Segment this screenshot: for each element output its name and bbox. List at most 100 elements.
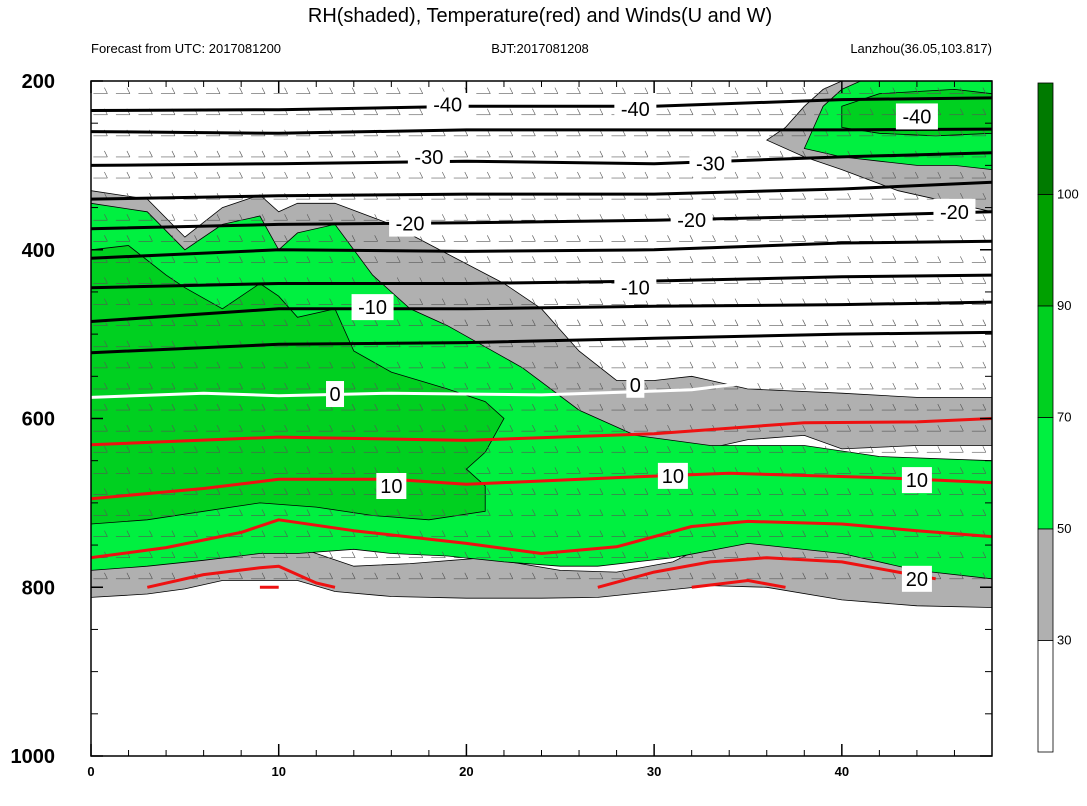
wind-barb-flag bbox=[509, 87, 514, 94]
wind-barb-flag bbox=[487, 382, 491, 390]
wind-barb-flag bbox=[577, 551, 581, 558]
wind-barb-flag bbox=[284, 572, 288, 579]
wind-barb-flag bbox=[464, 171, 469, 179]
wind-barb-flag bbox=[554, 488, 559, 495]
y-tick-label-3: 800 bbox=[22, 577, 55, 599]
wind-barb-flag bbox=[149, 256, 153, 263]
wind-barb-flag bbox=[869, 382, 874, 390]
wind-barb-flag bbox=[779, 171, 784, 179]
wind-barb-flag bbox=[599, 509, 604, 516]
wind-barb-flag bbox=[171, 530, 176, 537]
wind-barb-flag bbox=[824, 467, 829, 474]
contour-label-10: 0 bbox=[329, 384, 340, 406]
wind-barb-flag bbox=[734, 361, 739, 369]
wind-barb-flag bbox=[960, 488, 964, 495]
wind-barb-flag bbox=[960, 361, 964, 369]
chart-title: RH(shaded), Temperature(red) and Winds(U… bbox=[308, 5, 772, 27]
wind-barb-flag bbox=[982, 256, 987, 263]
wind-barb-flag bbox=[104, 467, 108, 474]
wind-barb-flag bbox=[487, 425, 491, 432]
wind-barb-flag bbox=[396, 319, 401, 326]
wind-barb-flag bbox=[937, 509, 942, 516]
wind-barb-flag bbox=[351, 551, 356, 558]
wind-barb-flag bbox=[667, 319, 671, 326]
wind-barb-flag bbox=[374, 214, 378, 221]
wind-barb-flag bbox=[892, 425, 897, 432]
wind-barb-flag bbox=[622, 530, 626, 537]
wind-barb-flag bbox=[712, 319, 716, 326]
wind-barb-flag bbox=[644, 509, 649, 516]
wind-barb-flag bbox=[644, 467, 649, 474]
wind-barb-flag bbox=[689, 572, 694, 579]
wind-barb-flag bbox=[982, 488, 987, 495]
wind-barb-flag bbox=[757, 403, 761, 411]
wind-barb-flag bbox=[554, 214, 559, 221]
wind-barb-flag bbox=[599, 256, 604, 263]
wind-barb-flag bbox=[644, 446, 649, 453]
wind-barb-flag bbox=[869, 467, 874, 474]
wind-barb-flag bbox=[306, 382, 311, 390]
temperature-contour-5 bbox=[91, 239, 992, 260]
wind-barb-flag bbox=[622, 488, 626, 495]
wind-barb-flag bbox=[532, 572, 536, 579]
wind-barb-flag bbox=[757, 572, 761, 579]
wind-barb-flag bbox=[712, 298, 716, 305]
wind-barb-flag bbox=[216, 488, 221, 495]
wind-barb-flag bbox=[194, 509, 198, 516]
wind-barb-flag bbox=[374, 425, 378, 432]
wind-barb-flag bbox=[712, 488, 716, 495]
wind-barb-flag bbox=[577, 319, 581, 326]
wind-barb-flag bbox=[126, 488, 131, 495]
wind-barb-flag bbox=[599, 87, 604, 94]
wind-barb-flag bbox=[419, 509, 424, 516]
wind-barb-flag bbox=[149, 319, 153, 326]
wind-barb-flag bbox=[644, 382, 649, 390]
wind-barb-flag bbox=[126, 277, 131, 284]
wind-barb-flag bbox=[216, 403, 221, 411]
wind-barb-flag bbox=[419, 403, 424, 411]
wind-barb-flag bbox=[126, 467, 131, 474]
wind-barb-flag bbox=[329, 425, 333, 432]
wind-barb-flag bbox=[960, 319, 964, 326]
wind-barb-flag bbox=[802, 382, 806, 390]
wind-barb-flag bbox=[892, 361, 897, 369]
colorbar-label-1: 90 bbox=[1057, 298, 1071, 313]
contour-label-13: 10 bbox=[662, 466, 684, 488]
wind-barb-flag bbox=[216, 551, 221, 558]
wind-barb-flag bbox=[261, 382, 266, 390]
wind-barb-flag bbox=[779, 150, 784, 158]
wind-barb-flag bbox=[464, 150, 469, 158]
wind-barb-flag bbox=[104, 446, 108, 453]
wind-barb-flag bbox=[824, 361, 829, 369]
wind-barb-flag bbox=[329, 488, 333, 495]
wind-barb-flag bbox=[171, 150, 176, 158]
wind-barb-flag bbox=[171, 235, 176, 242]
wind-barb-flag bbox=[509, 509, 514, 516]
wind-barb-flag bbox=[892, 509, 897, 516]
wind-barb-flag bbox=[171, 87, 176, 94]
wind-barb-flag bbox=[104, 488, 108, 495]
wind-barb-flag bbox=[734, 298, 739, 305]
wind-barb-flag bbox=[960, 382, 964, 390]
wind-barb-flag bbox=[960, 277, 964, 284]
wind-barb-flag bbox=[622, 340, 626, 347]
wind-barb-flag bbox=[779, 235, 784, 242]
wind-barb-flag bbox=[284, 446, 288, 453]
wind-barb-flag bbox=[802, 403, 806, 411]
wind-barb-flag bbox=[915, 171, 919, 179]
wind-barb-flag bbox=[802, 551, 806, 558]
wind-barb-flag bbox=[441, 425, 446, 432]
contour-label-6: -20 bbox=[677, 210, 706, 232]
wind-barb-flag bbox=[374, 467, 378, 474]
wind-barb-flag bbox=[847, 340, 851, 347]
wind-barb-flag bbox=[892, 171, 897, 179]
wind-barb-flag bbox=[149, 235, 153, 242]
wind-barb-flag bbox=[419, 382, 424, 390]
wind-barb-flag bbox=[194, 214, 198, 221]
wind-barb-flag bbox=[577, 572, 581, 579]
wind-barb-flag bbox=[149, 214, 153, 221]
wind-barb-flag bbox=[104, 340, 108, 347]
wind-barb-flag bbox=[419, 488, 424, 495]
wind-barb-flag bbox=[126, 298, 131, 305]
wind-barb-flag bbox=[351, 256, 356, 263]
